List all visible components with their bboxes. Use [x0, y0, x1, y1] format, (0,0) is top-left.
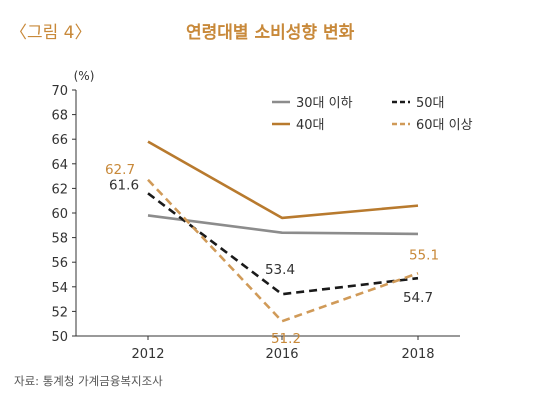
source-note: 자료: 통계청 가계금융복지조사: [14, 374, 163, 388]
x-tick-label: 2016: [265, 347, 298, 362]
legend-label: 40대: [296, 118, 325, 133]
y-tick-label: 54: [51, 281, 68, 296]
series-line-3: [147, 140, 419, 220]
legend-label: 50대: [416, 96, 445, 111]
y-tick-label: 62: [51, 182, 68, 197]
data-label: 54.7: [403, 290, 433, 306]
data-label: 51.2: [271, 331, 301, 347]
data-label: 53.4: [265, 262, 295, 278]
data-label: 55.1: [409, 247, 439, 263]
data-label: 62.7: [105, 162, 135, 178]
y-axis-unit-label: (%): [74, 69, 95, 83]
legend-label: 60대 이상: [416, 118, 473, 133]
y-tick-label: 70: [51, 84, 68, 99]
y-tick-label: 68: [51, 109, 68, 124]
y-tick-label: 52: [51, 305, 68, 320]
series-line-4: [147, 178, 419, 323]
y-tick-label: 50: [51, 330, 68, 345]
y-tick-label: 60: [51, 207, 68, 222]
legend-label: 30대 이하: [296, 96, 353, 111]
x-tick-label: 2018: [401, 347, 434, 362]
series-line-1: [147, 214, 419, 236]
x-tick-label: 2012: [131, 347, 164, 362]
y-tick-label: 56: [51, 256, 68, 271]
figure-label: 〈그림 4〉: [10, 23, 92, 43]
y-tick-label: 64: [51, 158, 68, 173]
y-tick-label: 66: [51, 133, 68, 148]
data-label: 61.6: [109, 177, 139, 193]
chart-title: 연령대별 소비성향 변화: [186, 23, 355, 43]
series-line-2: [147, 192, 419, 296]
y-tick-label: 58: [51, 232, 68, 247]
